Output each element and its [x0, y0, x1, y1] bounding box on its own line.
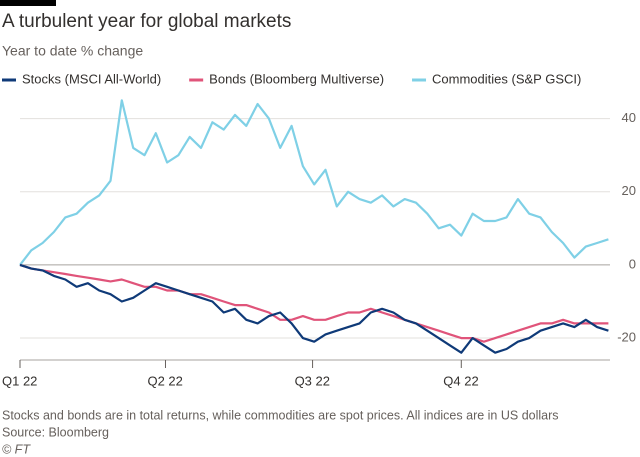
brand-bar [0, 0, 56, 6]
chart-title: A turbulent year for global markets [2, 11, 291, 32]
chart-subtitle: Year to date % change [2, 43, 143, 59]
series-line [19, 263, 609, 343]
source: Source: Bloomberg [2, 425, 109, 439]
x-tick-label: Q3 22 [295, 373, 330, 388]
series-line [19, 99, 609, 266]
legend-label: Stocks (MSCI All-World) [22, 71, 161, 86]
y-tick-label: 0 [629, 256, 636, 271]
y-tick-label: -20 [617, 329, 636, 344]
x-tick-label: Q2 22 [147, 373, 182, 388]
series-line [19, 263, 609, 354]
credit: © FT [2, 442, 31, 456]
x-tick-label: Q1 22 [2, 373, 37, 388]
x-tick-label: Q4 22 [443, 373, 478, 388]
y-tick-label: 20 [622, 183, 636, 198]
y-tick-label: 40 [622, 110, 636, 125]
legend-label: Bonds (Bloomberg Multiverse) [209, 71, 384, 86]
legend-label: Commodities (S&P GSCI) [432, 71, 581, 86]
note: Stocks and bonds are in total returns, w… [2, 408, 559, 422]
